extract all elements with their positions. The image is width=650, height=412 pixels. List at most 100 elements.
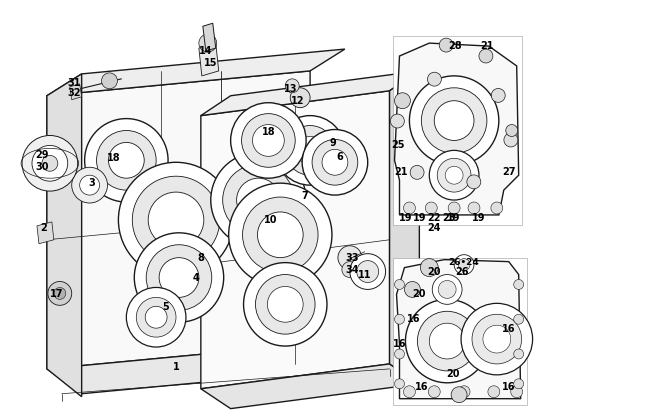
Circle shape [342, 262, 358, 278]
Text: 16: 16 [415, 382, 428, 392]
Polygon shape [393, 258, 526, 405]
Circle shape [428, 386, 440, 398]
Text: 20: 20 [447, 369, 460, 379]
Circle shape [451, 387, 467, 403]
Circle shape [145, 306, 167, 328]
Circle shape [425, 202, 437, 214]
Circle shape [491, 89, 505, 102]
Polygon shape [47, 344, 345, 394]
Circle shape [229, 183, 332, 286]
Text: 27: 27 [502, 167, 515, 177]
Polygon shape [389, 71, 419, 384]
Circle shape [395, 379, 404, 389]
Text: 11: 11 [358, 269, 372, 279]
Circle shape [199, 34, 216, 52]
Circle shape [276, 116, 345, 185]
Circle shape [338, 246, 362, 269]
Circle shape [146, 245, 212, 310]
Circle shape [448, 202, 460, 214]
Text: 14: 14 [199, 46, 213, 56]
Circle shape [417, 311, 477, 371]
Text: 22: 22 [428, 213, 441, 223]
Text: 10: 10 [264, 215, 277, 225]
Text: 4: 4 [192, 272, 200, 283]
Polygon shape [70, 84, 82, 100]
Polygon shape [47, 49, 345, 96]
Circle shape [54, 288, 66, 300]
Circle shape [458, 259, 470, 271]
Text: 26•24: 26•24 [448, 258, 480, 267]
Polygon shape [393, 36, 522, 225]
Text: 8: 8 [198, 253, 204, 262]
Circle shape [437, 158, 471, 192]
Circle shape [84, 119, 168, 202]
Polygon shape [201, 364, 419, 409]
Text: 26: 26 [455, 267, 469, 276]
Text: 6: 6 [337, 152, 343, 162]
Circle shape [135, 233, 224, 322]
Circle shape [391, 114, 404, 128]
Circle shape [514, 349, 524, 359]
Circle shape [483, 325, 511, 353]
Circle shape [244, 262, 327, 346]
Polygon shape [201, 91, 389, 389]
Text: 19: 19 [398, 213, 412, 223]
Text: 16: 16 [407, 314, 420, 324]
Circle shape [291, 88, 310, 108]
Text: 16: 16 [393, 339, 406, 349]
Circle shape [506, 124, 517, 136]
Circle shape [223, 164, 294, 236]
Polygon shape [203, 23, 216, 51]
Text: 33: 33 [345, 253, 359, 262]
Circle shape [285, 79, 299, 93]
Circle shape [404, 202, 415, 214]
Circle shape [322, 150, 348, 175]
Text: 5: 5 [162, 302, 170, 312]
Circle shape [429, 323, 465, 359]
Text: 16: 16 [502, 324, 515, 334]
Circle shape [136, 297, 176, 337]
Circle shape [434, 101, 474, 140]
Circle shape [468, 202, 480, 214]
Circle shape [439, 38, 453, 52]
Circle shape [454, 255, 474, 274]
Polygon shape [396, 260, 521, 399]
Text: 7: 7 [302, 191, 309, 201]
Circle shape [252, 124, 284, 156]
Text: 3: 3 [88, 178, 95, 188]
Circle shape [42, 155, 58, 171]
Circle shape [48, 281, 72, 305]
Text: 31: 31 [67, 78, 81, 88]
Circle shape [312, 139, 358, 185]
Circle shape [421, 88, 487, 153]
Circle shape [488, 386, 500, 398]
Text: 12: 12 [291, 96, 305, 106]
Circle shape [445, 166, 463, 184]
Text: 18: 18 [261, 127, 275, 138]
Text: 19: 19 [447, 213, 461, 223]
Circle shape [237, 178, 280, 222]
Text: 13: 13 [283, 84, 297, 94]
Circle shape [406, 300, 489, 383]
Text: 19: 19 [472, 213, 486, 223]
Text: 34: 34 [345, 265, 359, 274]
Circle shape [101, 73, 118, 89]
Circle shape [159, 258, 199, 297]
Text: 21: 21 [480, 41, 493, 51]
Text: 16: 16 [502, 382, 515, 392]
Text: 25: 25 [391, 140, 404, 150]
Circle shape [514, 314, 524, 324]
Circle shape [421, 259, 438, 276]
Text: 23: 23 [443, 213, 456, 223]
Text: 24: 24 [428, 223, 441, 233]
Text: 28: 28 [448, 41, 462, 51]
Circle shape [479, 49, 493, 63]
Circle shape [109, 143, 144, 178]
Circle shape [242, 197, 318, 273]
Circle shape [231, 103, 306, 178]
Circle shape [118, 162, 233, 278]
Circle shape [255, 274, 315, 334]
Polygon shape [201, 71, 419, 116]
Text: 15: 15 [204, 58, 218, 68]
Circle shape [504, 133, 518, 147]
